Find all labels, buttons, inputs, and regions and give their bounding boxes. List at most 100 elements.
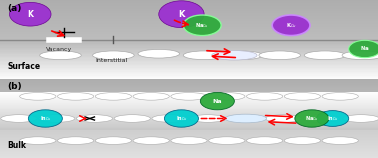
Bar: [0, 61, 378, 62]
Bar: [0, 150, 378, 151]
Circle shape: [209, 93, 245, 100]
Bar: [0, 76, 378, 77]
Bar: [0, 134, 378, 135]
Bar: [0, 101, 378, 102]
Bar: [0, 122, 378, 123]
Bar: [0, 24, 378, 25]
Bar: [0, 98, 378, 99]
Bar: [0, 58, 378, 60]
Circle shape: [322, 93, 358, 100]
Bar: [0, 62, 378, 63]
Bar: [0, 41, 378, 42]
Bar: [0, 59, 378, 60]
Bar: [0, 79, 378, 80]
Bar: [0, 6, 378, 7]
Bar: [0, 118, 378, 119]
Circle shape: [343, 115, 378, 122]
Bar: [0, 22, 378, 23]
Ellipse shape: [183, 15, 221, 36]
Bar: [0, 157, 378, 158]
Bar: [0, 28, 378, 29]
Bar: [0, 130, 378, 131]
Bar: [0, 94, 378, 95]
Bar: [0, 60, 378, 61]
Bar: [0, 70, 378, 72]
Bar: [0, 129, 378, 130]
Text: In$_{Cu}$: In$_{Cu}$: [40, 114, 51, 123]
Bar: [0, 131, 378, 132]
Bar: [0, 56, 378, 57]
Circle shape: [284, 137, 321, 144]
Bar: [0, 123, 378, 124]
Bar: [0, 61, 378, 62]
Bar: [0, 42, 378, 43]
Bar: [0, 111, 378, 112]
Bar: [0, 2, 378, 3]
Bar: [0, 50, 378, 52]
Bar: [0, 57, 378, 58]
Bar: [0, 126, 378, 127]
Bar: [0, 72, 378, 73]
Bar: [0, 78, 378, 79]
Bar: [0, 143, 378, 144]
Bar: [0, 113, 378, 114]
Circle shape: [57, 137, 94, 144]
Ellipse shape: [9, 2, 51, 26]
Bar: [0, 52, 378, 53]
Bar: [0, 125, 378, 126]
Bar: [0, 56, 378, 57]
Bar: [0, 102, 378, 103]
Bar: [0, 10, 378, 11]
Bar: [0, 138, 378, 139]
Bar: [0, 47, 378, 48]
Bar: [0, 34, 378, 35]
Bar: [0, 109, 378, 110]
Bar: [0, 11, 378, 12]
Circle shape: [212, 51, 257, 60]
Bar: [0, 73, 378, 74]
Bar: [0, 20, 378, 21]
Bar: [0, 81, 378, 82]
Bar: [0, 92, 378, 93]
Bar: [0, 41, 378, 42]
Bar: [0, 106, 378, 107]
Bar: [0, 127, 378, 128]
Bar: [0, 119, 378, 120]
Bar: [0, 48, 378, 49]
Circle shape: [259, 51, 301, 60]
Bar: [0, 90, 378, 91]
Bar: [0, 30, 378, 31]
Ellipse shape: [164, 110, 198, 127]
Bar: [0, 128, 378, 129]
Circle shape: [246, 137, 283, 144]
Circle shape: [138, 49, 180, 58]
Bar: [0, 96, 378, 97]
Circle shape: [342, 51, 378, 60]
Bar: [0, 39, 378, 40]
Bar: [0, 103, 378, 104]
Circle shape: [221, 51, 263, 60]
Circle shape: [190, 115, 226, 122]
Bar: [0, 43, 378, 44]
Bar: [0, 18, 378, 19]
Bar: [0, 31, 378, 32]
Bar: [0, 105, 378, 106]
Bar: [0, 155, 378, 156]
Bar: [0, 51, 378, 52]
Bar: [0, 75, 378, 76]
Bar: [0, 76, 378, 77]
Bar: [0, 95, 378, 96]
Bar: [0, 73, 378, 74]
Bar: [0, 108, 378, 109]
Text: Na$_{Cu}$: Na$_{Cu}$: [305, 114, 319, 123]
Ellipse shape: [159, 1, 204, 28]
Bar: [0, 115, 378, 116]
Bar: [0, 100, 378, 101]
Bar: [0, 69, 378, 70]
Bar: [0, 128, 378, 129]
Bar: [0, 66, 378, 68]
Bar: [0, 49, 378, 50]
Circle shape: [209, 137, 245, 144]
Circle shape: [1, 115, 37, 122]
Bar: [0, 43, 378, 45]
